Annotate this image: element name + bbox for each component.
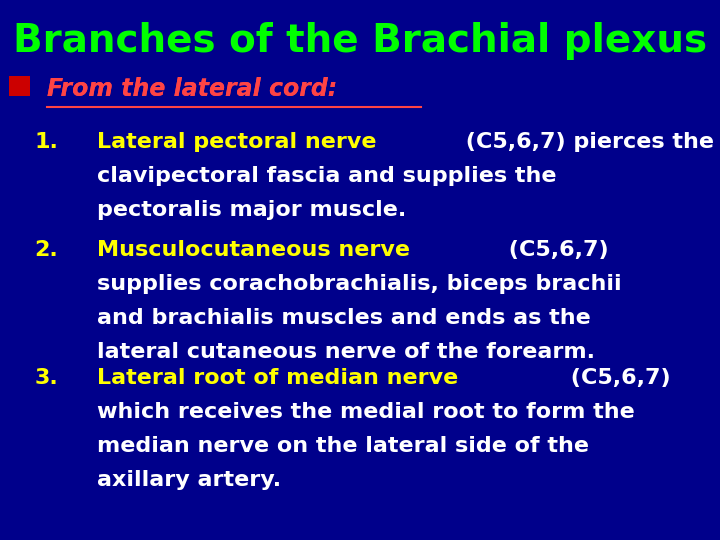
Text: pectoralis major muscle.: pectoralis major muscle.	[97, 200, 407, 220]
Text: Branches of the Brachial plexus: Branches of the Brachial plexus	[13, 22, 707, 59]
Text: clavipectoral fascia and supplies the: clavipectoral fascia and supplies the	[97, 166, 557, 186]
Text: and brachialis muscles and ends as the: and brachialis muscles and ends as the	[97, 308, 591, 328]
Text: (C5,6,7): (C5,6,7)	[563, 368, 671, 388]
Text: From the lateral cord:: From the lateral cord:	[47, 77, 337, 101]
Text: (C5,6,7): (C5,6,7)	[501, 240, 608, 260]
Text: (C5,6,7) pierces the: (C5,6,7) pierces the	[458, 132, 714, 152]
Text: which receives the medial root to form the: which receives the medial root to form t…	[97, 402, 635, 422]
Text: 2.: 2.	[35, 240, 58, 260]
Text: 3.: 3.	[35, 368, 58, 388]
Text: 1.: 1.	[35, 132, 58, 152]
Text: supplies corachobrachialis, biceps brachii: supplies corachobrachialis, biceps brach…	[97, 274, 622, 294]
Text: axillary artery.: axillary artery.	[97, 470, 282, 490]
FancyBboxPatch shape	[9, 76, 30, 96]
Text: lateral cutaneous nerve of the forearm.: lateral cutaneous nerve of the forearm.	[97, 342, 595, 362]
Text: From the lateral cord:: From the lateral cord:	[47, 77, 337, 101]
Text: Lateral root of median nerve: Lateral root of median nerve	[97, 368, 459, 388]
Text: Musculocutaneous nerve: Musculocutaneous nerve	[97, 240, 410, 260]
Text: median nerve on the lateral side of the: median nerve on the lateral side of the	[97, 436, 589, 456]
Text: Lateral pectoral nerve: Lateral pectoral nerve	[97, 132, 377, 152]
